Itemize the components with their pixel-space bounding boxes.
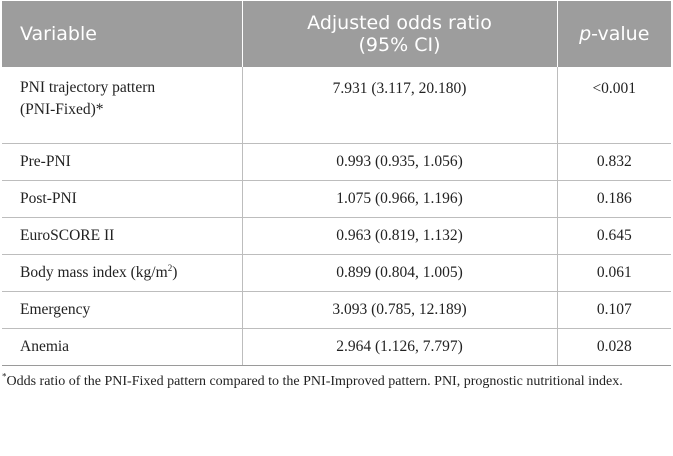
table-footnote: *Odds ratio of the PNI-Fixed pattern com…: [2, 371, 671, 393]
cell-variable: Body mass index (kg/m2): [2, 254, 243, 292]
cell-odds-ratio: 0.993 (0.935, 1.056): [242, 143, 558, 181]
table-header-row: Variable Adjusted odds ratio (95% CI) p-…: [2, 1, 671, 67]
header-p-rest: -value: [591, 23, 650, 45]
cell-odds-ratio: 0.899 (0.804, 1.005): [242, 254, 558, 292]
cell-p-value: 0.186: [557, 180, 671, 218]
cell-p-value: 0.832: [557, 143, 671, 181]
table-row: EuroSCORE II 0.963 (0.819, 1.132) 0.645: [2, 217, 671, 255]
cell-odds-ratio: 1.075 (0.966, 1.196): [242, 180, 558, 218]
cell-variable: EuroSCORE II: [2, 217, 243, 255]
table-row: Emergency 3.093 (0.785, 12.189) 0.107: [2, 291, 671, 329]
table-row: Anemia 2.964 (1.126, 7.797) 0.028: [2, 328, 671, 366]
header-or-line2: (95% CI): [358, 34, 441, 56]
header-p-italic: p: [579, 23, 592, 45]
footnote-marker: *: [2, 371, 7, 382]
footnote-text: Odds ratio of the PNI-Fixed pattern comp…: [6, 374, 623, 389]
table-row: Pre-PNI 0.993 (0.935, 1.056) 0.832: [2, 143, 671, 181]
cell-odds-ratio: 0.963 (0.819, 1.132): [242, 217, 558, 255]
cell-variable: Pre-PNI: [2, 143, 243, 181]
cell-variable: Post-PNI: [2, 180, 243, 218]
header-variable: Variable: [2, 1, 243, 67]
cell-odds-ratio: 7.931 (3.117, 20.180): [242, 67, 558, 144]
odds-ratio-table: Variable Adjusted odds ratio (95% CI) p-…: [2, 1, 671, 366]
variable-text-end: ): [172, 264, 178, 281]
header-p-value: p-value: [557, 1, 671, 67]
cell-p-value: <0.001: [557, 67, 671, 144]
table-row: Body mass index (kg/m2) 0.899 (0.804, 1.…: [2, 254, 671, 292]
cell-p-value: 0.028: [557, 328, 671, 366]
cell-p-value: 0.107: [557, 291, 671, 329]
cell-odds-ratio: 2.964 (1.126, 7.797): [242, 328, 558, 366]
cell-variable: Emergency: [2, 291, 243, 329]
header-or-line1: Adjusted odds ratio: [307, 12, 492, 34]
variable-line1: PNI trajectory pattern: [20, 79, 156, 96]
cell-p-value: 0.061: [557, 254, 671, 292]
cell-variable: Anemia: [2, 328, 243, 366]
table-container: Variable Adjusted odds ratio (95% CI) p-…: [2, 1, 671, 393]
cell-variable: PNI trajectory pattern (PNI-Fixed)*: [2, 67, 243, 144]
superscript-2: 2: [167, 262, 173, 273]
variable-text: Body mass index (kg/m: [20, 264, 168, 281]
cell-odds-ratio: 3.093 (0.785, 12.189): [242, 291, 558, 329]
header-adjusted-odds-ratio: Adjusted odds ratio (95% CI): [242, 1, 558, 67]
cell-p-value: 0.645: [557, 217, 671, 255]
table-row: PNI trajectory pattern (PNI-Fixed)* 7.93…: [2, 67, 671, 144]
variable-line2: (PNI-Fixed)*: [20, 101, 104, 118]
table-row: Post-PNI 1.075 (0.966, 1.196) 0.186: [2, 180, 671, 218]
